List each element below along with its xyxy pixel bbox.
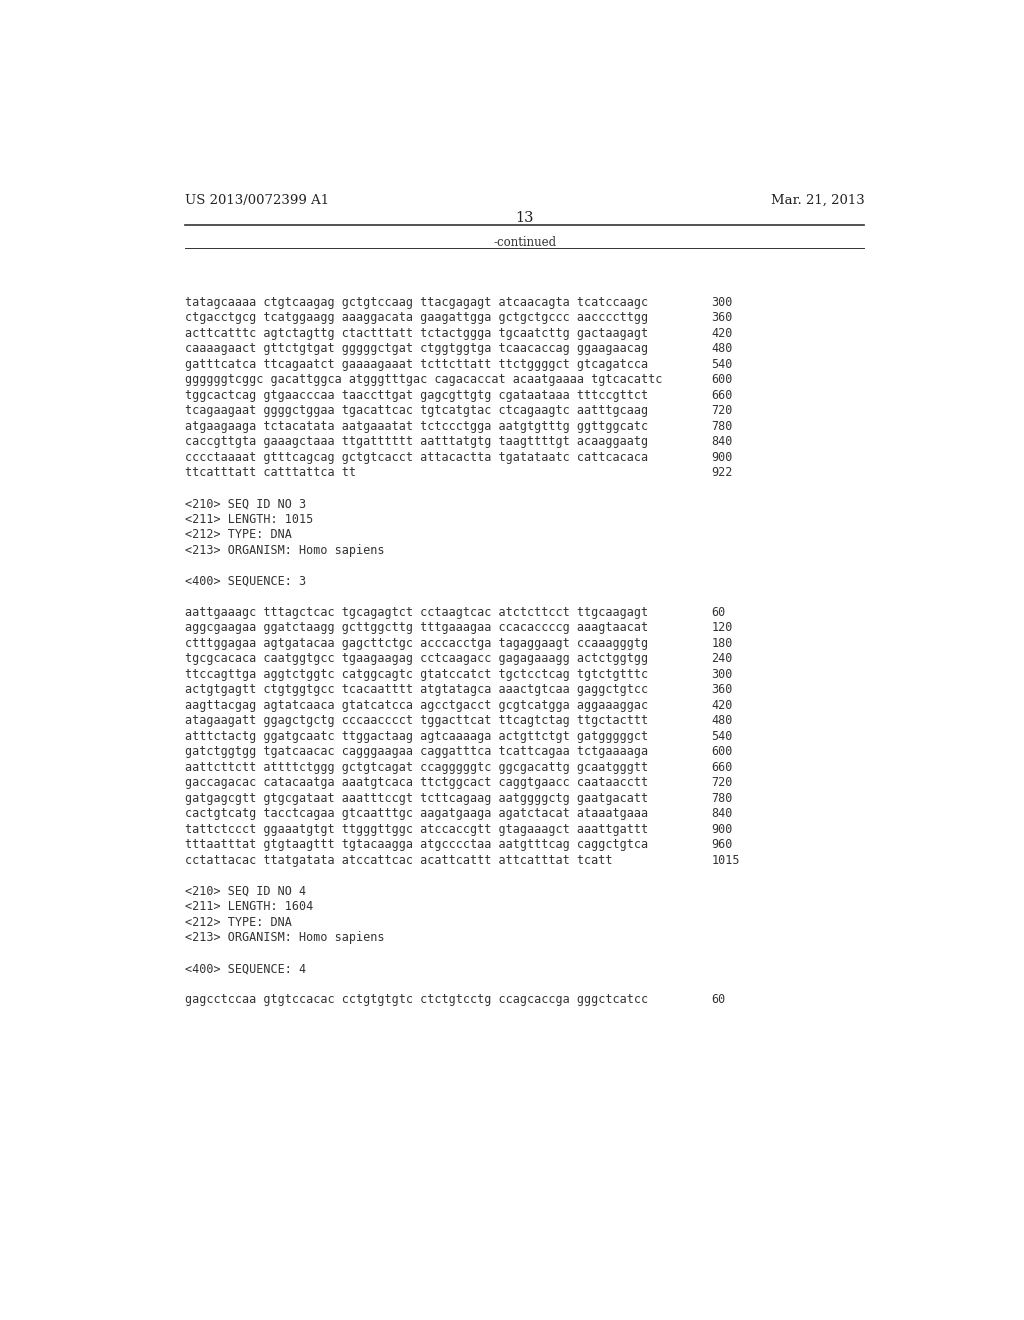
Text: 360: 360 bbox=[712, 312, 732, 325]
Text: 300: 300 bbox=[712, 296, 732, 309]
Text: caccgttgta gaaagctaaa ttgatttttt aatttatgtg taagttttgt acaaggaatg: caccgttgta gaaagctaaa ttgatttttt aatttat… bbox=[185, 436, 648, 449]
Text: 720: 720 bbox=[712, 404, 732, 417]
Text: 300: 300 bbox=[712, 668, 732, 681]
Text: 960: 960 bbox=[712, 838, 732, 851]
Text: 60: 60 bbox=[712, 994, 726, 1006]
Text: 420: 420 bbox=[712, 698, 732, 711]
Text: actgtgagtt ctgtggtgcc tcacaatttt atgtatagca aaactgtcaa gaggctgtcc: actgtgagtt ctgtggtgcc tcacaatttt atgtata… bbox=[185, 684, 648, 696]
Text: 420: 420 bbox=[712, 326, 732, 339]
Text: <211> LENGTH: 1604: <211> LENGTH: 1604 bbox=[185, 900, 313, 913]
Text: cctattacac ttatgatata atccattcac acattcattt attcatttat tcatt: cctattacac ttatgatata atccattcac acattca… bbox=[185, 854, 612, 867]
Text: 13: 13 bbox=[515, 211, 535, 226]
Text: 780: 780 bbox=[712, 420, 732, 433]
Text: 900: 900 bbox=[712, 822, 732, 836]
Text: aattgaaagc tttagctcac tgcagagtct cctaagtcac atctcttcct ttgcaagagt: aattgaaagc tttagctcac tgcagagtct cctaagt… bbox=[185, 606, 648, 619]
Text: gatttcatca ttcagaatct gaaaagaaat tcttcttatt ttctggggct gtcagatcca: gatttcatca ttcagaatct gaaaagaaat tcttctt… bbox=[185, 358, 648, 371]
Text: 480: 480 bbox=[712, 714, 732, 727]
Text: gatctggtgg tgatcaacac cagggaagaa caggatttca tcattcagaa tctgaaaaga: gatctggtgg tgatcaacac cagggaagaa caggatt… bbox=[185, 746, 648, 758]
Text: 660: 660 bbox=[712, 760, 732, 774]
Text: ttcatttatt catttattca tt: ttcatttatt catttattca tt bbox=[185, 466, 356, 479]
Text: 720: 720 bbox=[712, 776, 732, 789]
Text: <400> SEQUENCE: 3: <400> SEQUENCE: 3 bbox=[185, 574, 306, 587]
Text: aggcgaagaa ggatctaagg gcttggcttg tttgaaagaa ccacaccccg aaagtaacat: aggcgaagaa ggatctaagg gcttggcttg tttgaaa… bbox=[185, 622, 648, 634]
Text: aagttacgag agtatcaaca gtatcatcca agcctgacct gcgtcatgga aggaaaggac: aagttacgag agtatcaaca gtatcatcca agcctga… bbox=[185, 698, 648, 711]
Text: atgaagaaga tctacatata aatgaaatat tctccctgga aatgtgtttg ggttggcatc: atgaagaaga tctacatata aatgaaatat tctccct… bbox=[185, 420, 648, 433]
Text: 120: 120 bbox=[712, 622, 732, 634]
Text: <213> ORGANISM: Homo sapiens: <213> ORGANISM: Homo sapiens bbox=[185, 544, 385, 557]
Text: gagcctccaa gtgtccacac cctgtgtgtc ctctgtcctg ccagcaccga gggctcatcc: gagcctccaa gtgtccacac cctgtgtgtc ctctgtc… bbox=[185, 994, 648, 1006]
Text: <211> LENGTH: 1015: <211> LENGTH: 1015 bbox=[185, 512, 313, 525]
Text: tggcactcag gtgaacccaa taaccttgat gagcgttgtg cgataataaa tttccgttct: tggcactcag gtgaacccaa taaccttgat gagcgtt… bbox=[185, 388, 648, 401]
Text: <212> TYPE: DNA: <212> TYPE: DNA bbox=[185, 528, 292, 541]
Text: 360: 360 bbox=[712, 684, 732, 696]
Text: 840: 840 bbox=[712, 436, 732, 449]
Text: 922: 922 bbox=[712, 466, 732, 479]
Text: 600: 600 bbox=[712, 374, 732, 387]
Text: aattcttctt attttctggg gctgtcagat ccagggggtc ggcgacattg gcaatgggtt: aattcttctt attttctggg gctgtcagat ccagggg… bbox=[185, 760, 648, 774]
Text: caaaagaact gttctgtgat gggggctgat ctggtggtga tcaacaccag ggaagaacag: caaaagaact gttctgtgat gggggctgat ctggtgg… bbox=[185, 342, 648, 355]
Text: cactgtcatg tacctcagaa gtcaatttgc aagatgaaga agatctacat ataaatgaaa: cactgtcatg tacctcagaa gtcaatttgc aagatga… bbox=[185, 808, 648, 820]
Text: tgcgcacaca caatggtgcc tgaagaagag cctcaagacc gagagaaagg actctggtgg: tgcgcacaca caatggtgcc tgaagaagag cctcaag… bbox=[185, 652, 648, 665]
Text: tatagcaaaa ctgtcaagag gctgtccaag ttacgagagt atcaacagta tcatccaagc: tatagcaaaa ctgtcaagag gctgtccaag ttacgag… bbox=[185, 296, 648, 309]
Text: Mar. 21, 2013: Mar. 21, 2013 bbox=[771, 194, 864, 207]
Text: cccctaaaat gtttcagcag gctgtcacct attacactta tgatataatc cattcacaca: cccctaaaat gtttcagcag gctgtcacct attacac… bbox=[185, 450, 648, 463]
Text: <212> TYPE: DNA: <212> TYPE: DNA bbox=[185, 916, 292, 929]
Text: ggggggtcggc gacattggca atgggtttgac cagacaccat acaatgaaaa tgtcacattc: ggggggtcggc gacattggca atgggtttgac cagac… bbox=[185, 374, 663, 387]
Text: <213> ORGANISM: Homo sapiens: <213> ORGANISM: Homo sapiens bbox=[185, 932, 385, 944]
Text: gaccagacac catacaatga aaatgtcaca ttctggcact caggtgaacc caataacctt: gaccagacac catacaatga aaatgtcaca ttctggc… bbox=[185, 776, 648, 789]
Text: ctgacctgcg tcatggaagg aaaggacata gaagattgga gctgctgccc aaccccttgg: ctgacctgcg tcatggaagg aaaggacata gaagatt… bbox=[185, 312, 648, 325]
Text: 480: 480 bbox=[712, 342, 732, 355]
Text: tcagaagaat ggggctggaa tgacattcac tgtcatgtac ctcagaagtc aatttgcaag: tcagaagaat ggggctggaa tgacattcac tgtcatg… bbox=[185, 404, 648, 417]
Text: gatgagcgtt gtgcgataat aaatttccgt tcttcagaag aatggggctg gaatgacatt: gatgagcgtt gtgcgataat aaatttccgt tcttcag… bbox=[185, 792, 648, 805]
Text: 600: 600 bbox=[712, 746, 732, 758]
Text: 180: 180 bbox=[712, 636, 732, 649]
Text: 540: 540 bbox=[712, 358, 732, 371]
Text: tttaatttat gtgtaagttt tgtacaagga atgcccctaa aatgtttcag caggctgtca: tttaatttat gtgtaagttt tgtacaagga atgcccc… bbox=[185, 838, 648, 851]
Text: ttccagttga aggtctggtc catggcagtc gtatccatct tgctcctcag tgtctgtttc: ttccagttga aggtctggtc catggcagtc gtatcca… bbox=[185, 668, 648, 681]
Text: <400> SEQUENCE: 4: <400> SEQUENCE: 4 bbox=[185, 962, 306, 975]
Text: acttcatttc agtctagttg ctactttatt tctactggga tgcaatcttg gactaagagt: acttcatttc agtctagttg ctactttatt tctactg… bbox=[185, 326, 648, 339]
Text: 780: 780 bbox=[712, 792, 732, 805]
Text: <210> SEQ ID NO 4: <210> SEQ ID NO 4 bbox=[185, 884, 306, 898]
Text: <210> SEQ ID NO 3: <210> SEQ ID NO 3 bbox=[185, 498, 306, 511]
Text: 660: 660 bbox=[712, 388, 732, 401]
Text: 60: 60 bbox=[712, 606, 726, 619]
Text: ctttggagaa agtgatacaa gagcttctgc acccacctga tagaggaagt ccaaagggtg: ctttggagaa agtgatacaa gagcttctgc acccacc… bbox=[185, 636, 648, 649]
Text: atagaagatt ggagctgctg cccaacccct tggacttcat ttcagtctag ttgctacttt: atagaagatt ggagctgctg cccaacccct tggactt… bbox=[185, 714, 648, 727]
Text: 1015: 1015 bbox=[712, 854, 739, 867]
Text: -continued: -continued bbox=[494, 236, 556, 248]
Text: 900: 900 bbox=[712, 450, 732, 463]
Text: tattctccct ggaaatgtgt ttgggttggc atccaccgtt gtagaaagct aaattgattt: tattctccct ggaaatgtgt ttgggttggc atccacc… bbox=[185, 822, 648, 836]
Text: US 2013/0072399 A1: US 2013/0072399 A1 bbox=[185, 194, 330, 207]
Text: 540: 540 bbox=[712, 730, 732, 743]
Text: atttctactg ggatgcaatc ttggactaag agtcaaaaga actgttctgt gatgggggct: atttctactg ggatgcaatc ttggactaag agtcaaa… bbox=[185, 730, 648, 743]
Text: 240: 240 bbox=[712, 652, 732, 665]
Text: 840: 840 bbox=[712, 808, 732, 820]
